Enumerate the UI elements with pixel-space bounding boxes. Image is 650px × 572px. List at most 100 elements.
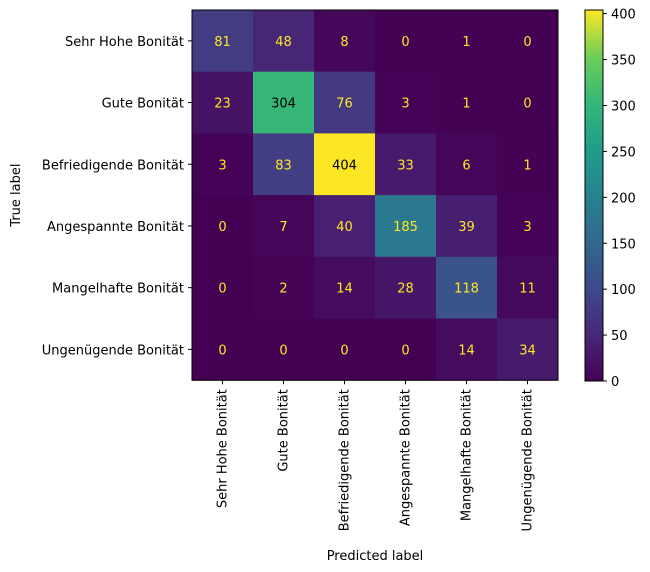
- heatmap-cell: [497, 133, 559, 196]
- y-tick-label: Ungenügende Bonität: [42, 343, 184, 358]
- y-axis-ticks: Sehr Hohe Bonität Gute Bonität Befriedigen…: [42, 35, 192, 358]
- heatmap-cell: [192, 195, 254, 258]
- colorbar-ticks: 0 50 100 150 200 250 300 350 400: [603, 8, 636, 390]
- colorbar-tick-label: 400: [611, 8, 636, 23]
- heatmap-cell: [497, 256, 559, 319]
- y-tick-label: Sehr Hohe Bonität: [65, 35, 184, 50]
- heatmap-cell: [497, 195, 559, 258]
- heatmap-cell: [375, 256, 437, 319]
- heatmap-cell: [497, 318, 559, 381]
- x-axis-ticks: Sehr Hohe Bonität Gute Bonität Befriedigen…: [216, 380, 536, 531]
- cell-value-label: 0: [401, 343, 409, 358]
- cell-value-label: 6: [462, 158, 470, 173]
- x-tick-label: Befriedigende Bonität: [338, 389, 353, 531]
- y-tick-label: Angespannte Bonität: [47, 220, 184, 235]
- heatmap-cell: [253, 71, 315, 134]
- cell-value-label: 185: [393, 220, 418, 235]
- colorbar-tick-label: 250: [611, 145, 636, 160]
- cell-value-label: 23: [214, 97, 231, 112]
- cell-value-label: 0: [340, 343, 348, 358]
- colorbar-tick-label: 350: [611, 54, 636, 69]
- heatmap-cell: [436, 318, 498, 381]
- plot-frame: [191, 9, 559, 381]
- heatmap-cell: [314, 195, 376, 258]
- heatmap-cell: [253, 10, 315, 73]
- colorbar-tick-label: 300: [611, 100, 636, 115]
- y-tick-label: Befriedigende Bonität: [42, 158, 184, 173]
- heatmap-cell: [253, 195, 315, 258]
- heatmap-cells: [192, 10, 559, 381]
- heatmap-cell: [436, 10, 498, 73]
- heatmap-cell: [375, 71, 437, 134]
- y-tick-label: Gute Bonität: [102, 97, 184, 112]
- colorbar-tick-label: 150: [611, 237, 636, 252]
- colorbar-tick-label: 200: [611, 191, 636, 206]
- cell-value-label: 34: [519, 343, 536, 358]
- heatmap-cell: [314, 318, 376, 381]
- heatmap-cell: [314, 71, 376, 134]
- colorbar-tick-label: 100: [611, 283, 636, 298]
- cell-value-label: 8: [340, 35, 348, 50]
- x-tick-label: Angespannte Bonität: [399, 389, 414, 526]
- colorbar-tick-label: 0: [611, 375, 619, 390]
- heatmap-cell: [253, 133, 315, 196]
- cell-value-label: 39: [458, 220, 475, 235]
- heatmap-cell: [192, 318, 254, 381]
- cell-value-label: 14: [336, 282, 353, 297]
- heatmap-cell: [253, 256, 315, 319]
- cell-value-label: 7: [279, 220, 287, 235]
- cell-value-label: 2: [279, 282, 287, 297]
- heatmap-cell: [436, 256, 498, 319]
- heatmap-cell: [436, 195, 498, 258]
- heatmap-cell-labels: 81 48 8 0 1 0 23 304 76 3 1 0 3 83 404 33 6 1 0 7 40 185 39 3 0 2…: [214, 35, 536, 359]
- heatmap-cell: [314, 256, 376, 319]
- cell-value-label: 33: [397, 158, 414, 173]
- cell-value-label: 0: [218, 282, 226, 297]
- cell-value-label: 76: [336, 97, 353, 112]
- heatmap-cell: [436, 71, 498, 134]
- cell-value-label: 0: [401, 35, 409, 50]
- cell-value-label: 83: [275, 158, 292, 173]
- cell-value-label: 1: [523, 158, 531, 173]
- x-tick-label: Mangelhafte Bonität: [460, 389, 475, 521]
- heatmap-cell: [253, 318, 315, 381]
- heatmap-cell: [314, 133, 376, 196]
- cell-value-label: 0: [279, 343, 287, 358]
- heatmap-cell: [375, 133, 437, 196]
- x-axis-label: Predicted label: [327, 549, 424, 564]
- x-tick-label: Sehr Hohe Bonität: [216, 389, 231, 508]
- heatmap-cell: [497, 71, 559, 134]
- cell-value-label: 0: [218, 220, 226, 235]
- cell-value-label: 0: [523, 97, 531, 112]
- cell-value-label: 0: [218, 343, 226, 358]
- heatmap-cell: [192, 71, 254, 134]
- heatmap-cell: [375, 10, 437, 73]
- heatmap-cell: [375, 195, 437, 258]
- heatmap-cell: [314, 10, 376, 73]
- cell-value-label: 3: [218, 158, 226, 173]
- heatmap-cell: [192, 133, 254, 196]
- colorbar-tick-label: 50: [611, 329, 628, 344]
- cell-value-label: 118: [454, 282, 479, 297]
- cell-value-label: 40: [336, 220, 353, 235]
- heatmap-cell: [436, 133, 498, 196]
- cell-value-label: 304: [271, 97, 296, 112]
- cell-value-label: 1: [462, 97, 470, 112]
- cell-value-label: 81: [214, 35, 231, 50]
- heatmap-cell: [497, 10, 559, 73]
- y-tick-label: Mangelhafte Bonität: [52, 282, 184, 297]
- cell-value-label: 14: [458, 343, 475, 358]
- cell-value-label: 3: [401, 97, 409, 112]
- colorbar: [584, 9, 604, 382]
- x-tick-label: Gute Bonität: [277, 389, 292, 471]
- cell-value-label: 404: [332, 158, 357, 173]
- cell-value-label: 1: [462, 35, 470, 50]
- heatmap-cell: [192, 10, 254, 73]
- heatmap-cell: [375, 318, 437, 381]
- cell-value-label: 48: [275, 35, 292, 50]
- cell-value-label: 28: [397, 282, 414, 297]
- cell-value-label: 3: [523, 220, 531, 235]
- y-axis-label: True label: [9, 164, 24, 228]
- cell-value-label: 0: [523, 35, 531, 50]
